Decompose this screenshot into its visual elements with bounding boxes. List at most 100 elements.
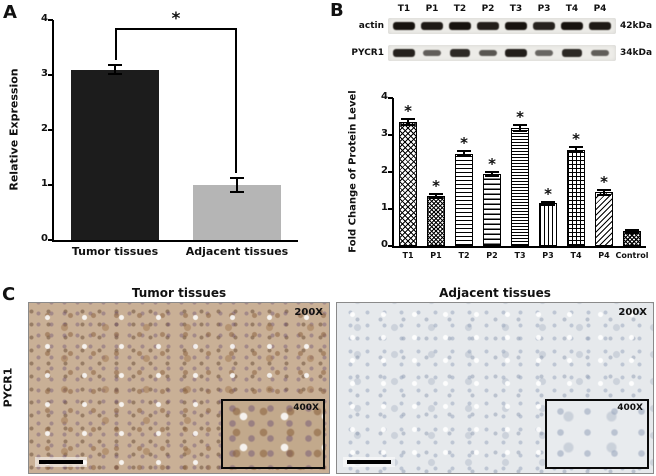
error-bar-cap	[569, 151, 583, 154]
lane-label-T3: T3	[509, 4, 523, 14]
blot-band	[393, 22, 415, 30]
error-bar-cap	[457, 149, 471, 152]
blot-band	[561, 49, 583, 57]
blot-strip-actin	[388, 18, 616, 34]
blot-band	[421, 22, 443, 30]
error-bar-cap	[429, 192, 443, 195]
significance-star: *	[572, 130, 580, 149]
x-category-label: P4	[598, 251, 610, 260]
error-bar-cap	[625, 231, 639, 234]
lane-label-P4: P4	[593, 4, 607, 14]
y-tick	[48, 184, 53, 186]
error-bar-cap	[108, 64, 122, 67]
blot-band	[505, 22, 527, 30]
error-bar-cap	[230, 177, 244, 180]
panel-c-label: C	[2, 284, 16, 305]
error-bar-stem	[519, 124, 521, 131]
inset-adjacent-400x: 400X	[545, 399, 649, 469]
blot-row-label: PYCR1	[351, 48, 384, 58]
y-tick	[48, 239, 53, 241]
micrograph-tumor-200x: 200X 400X	[28, 302, 330, 474]
x-category-label: T2	[458, 251, 470, 260]
adjacent-tissues-title: Adjacent tissues	[439, 286, 551, 300]
blot-band	[505, 49, 527, 57]
error-bar-stem	[236, 178, 238, 192]
y-tick-label: 3	[381, 128, 388, 139]
error-bar-cap	[457, 155, 471, 158]
y-tick-label: 3	[41, 68, 48, 79]
y-tick-label: 1	[381, 202, 388, 213]
significance-star: *	[516, 107, 524, 126]
error-bar-stem	[463, 150, 465, 157]
sig-bracket-left	[115, 28, 117, 61]
y-tick-label: 0	[381, 239, 388, 250]
error-bar-stem	[575, 147, 577, 153]
blot-band	[477, 22, 499, 30]
bar-P4	[595, 192, 613, 246]
bar-Adjacent tissues	[193, 185, 281, 240]
error-bar-cap	[513, 129, 527, 132]
error-bar-cap	[597, 189, 611, 192]
panel-a-label: A	[3, 2, 17, 23]
panel-a-y-axis-label: Relative Expression	[7, 68, 21, 191]
inset-magnification-label: 400X	[617, 403, 643, 413]
lane-label-T2: T2	[453, 4, 467, 14]
blot-row-label: actin	[358, 21, 384, 31]
y-tick-label: 4	[41, 13, 48, 24]
micrograph-adjacent-200x: 200X 400X	[336, 302, 654, 474]
panel-c-row-label: PYCR1	[1, 367, 15, 408]
y-tick	[48, 19, 53, 21]
blot-band	[393, 49, 415, 57]
x-category-label: P2	[486, 251, 498, 260]
blot-band	[533, 22, 555, 30]
error-bar-cap	[541, 200, 555, 203]
bar-P2	[483, 173, 501, 246]
x-category-label: T1	[402, 251, 414, 260]
blot-band	[561, 22, 583, 30]
y-tick-label: 2	[381, 165, 388, 176]
lane-label-P2: P2	[481, 4, 495, 14]
y-tick-label: 1	[41, 178, 48, 189]
error-bar-cap	[513, 123, 527, 126]
scale-bar-line	[347, 460, 391, 464]
kda-label: 42kDa	[620, 21, 653, 31]
x-category-label: Control	[615, 251, 649, 260]
lane-label-T1: T1	[397, 4, 411, 14]
lane-label-P1: P1	[425, 4, 439, 14]
blot-band	[478, 50, 498, 56]
significance-star: *	[432, 176, 440, 195]
x-category-label: P1	[430, 251, 442, 260]
panel-b-bar-chart: 0 1 2 3 4 T1 * P1 * T2 * P2 * T3 * P3 * T4 * P4 * Control	[381, 91, 649, 260]
error-bar-cap	[597, 193, 611, 196]
x-category-label: T4	[570, 251, 582, 260]
error-bar-stem	[603, 190, 605, 195]
blot-band	[423, 50, 441, 56]
y-tick-label: 4	[381, 91, 388, 102]
magnification-label: 200X	[294, 307, 323, 318]
significance-star: *	[404, 102, 412, 121]
inset-magnification-label: 400X	[293, 403, 319, 413]
bar-T4	[567, 149, 585, 246]
tumor-tissues-title: Tumor tissues	[131, 286, 227, 300]
error-bar-stem	[547, 201, 549, 206]
inset-tumor-400x: 400X	[221, 399, 325, 469]
error-bar-cap	[485, 170, 499, 173]
lane-label-T4: T4	[565, 4, 579, 14]
error-bar-stem	[631, 229, 633, 233]
blot-band	[449, 49, 471, 57]
y-tick-label: 0	[41, 233, 48, 244]
blot-strip-PYCR1	[388, 45, 616, 61]
bar-Tumor tissues	[71, 69, 159, 240]
y-tick-label: 2	[41, 123, 48, 134]
error-bar-cap	[569, 146, 583, 149]
blot-band	[591, 50, 609, 56]
blot-band	[589, 22, 611, 30]
y-tick	[388, 171, 393, 173]
x-category-label: Adjacent tissues	[185, 245, 289, 258]
bar-P3	[539, 203, 557, 246]
y-tick	[388, 208, 393, 210]
y-tick	[388, 134, 393, 136]
x-category-label: Tumor tissues	[71, 245, 159, 258]
sig-bracket-right	[235, 28, 237, 174]
